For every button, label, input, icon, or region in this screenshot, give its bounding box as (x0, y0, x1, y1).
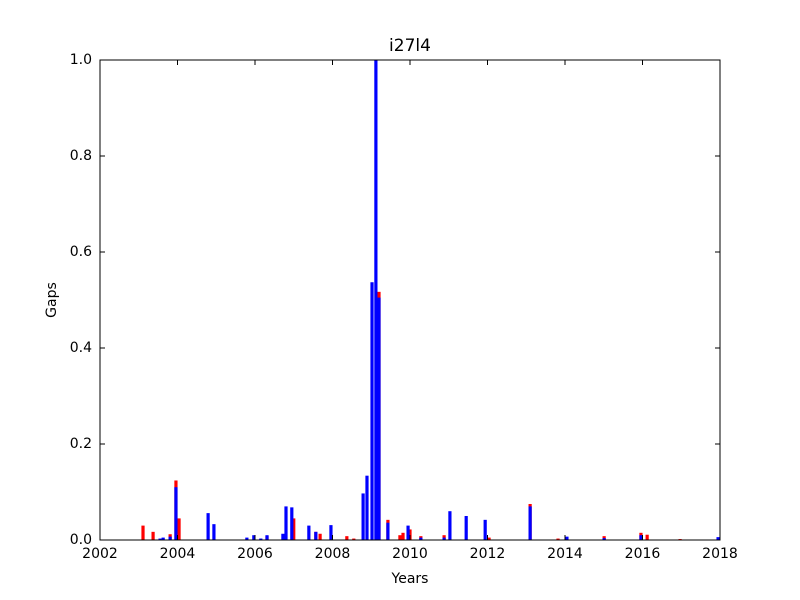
bar (345, 536, 349, 540)
bar (292, 518, 296, 540)
x-tick-label: 2018 (702, 546, 738, 562)
bar (158, 538, 162, 540)
bar (374, 60, 378, 540)
bar (141, 525, 145, 540)
bar (365, 475, 369, 540)
y-tick-label: 0.6 (70, 244, 92, 260)
bar (419, 537, 423, 540)
bar (177, 518, 181, 540)
bar (284, 506, 288, 540)
bar (174, 487, 178, 540)
y-tick-label: 1.0 (70, 52, 92, 68)
bar (716, 537, 720, 540)
bar (161, 537, 165, 540)
bar (602, 538, 606, 540)
bar (556, 538, 560, 540)
bar (259, 538, 263, 540)
bar (370, 282, 374, 540)
y-axis-label: Gaps (44, 282, 60, 318)
bar (329, 525, 333, 540)
bar (290, 507, 294, 540)
x-tick-label: 2012 (470, 546, 506, 562)
x-tick-label: 2004 (160, 546, 196, 562)
bar (281, 533, 285, 540)
x-tick-label: 2006 (237, 546, 273, 562)
bar (386, 522, 390, 540)
bar (206, 513, 210, 540)
bar (487, 537, 491, 540)
bars (141, 60, 720, 540)
plot-frame (99, 59, 721, 541)
bar (361, 493, 365, 540)
bar (408, 529, 412, 540)
bar (318, 533, 322, 540)
y-tick-label: 0.4 (70, 340, 92, 356)
x-tick-label: 2016 (625, 546, 661, 562)
x-tick-label: 2014 (547, 546, 583, 562)
bar (401, 532, 405, 540)
bar (639, 535, 643, 540)
bar (168, 536, 172, 540)
chart-title: i27l4 (389, 36, 431, 56)
y-tick-label: 0.2 (70, 436, 92, 452)
bar (398, 535, 402, 540)
bar (483, 519, 487, 540)
bar (528, 506, 532, 540)
x-tick-label: 2008 (315, 546, 351, 562)
bar (377, 297, 381, 540)
bar (602, 536, 606, 540)
x-tick-label: 2002 (82, 546, 118, 562)
bar (464, 516, 468, 540)
bar (252, 535, 256, 540)
bar (645, 534, 649, 540)
y-tick-label: 0.0 (70, 532, 92, 548)
bar (448, 511, 452, 540)
bar (565, 536, 569, 540)
bar (212, 524, 216, 540)
bar (406, 525, 410, 540)
bar (245, 537, 249, 540)
bar (442, 537, 446, 540)
bar (352, 538, 356, 540)
bar (314, 531, 318, 540)
bar (265, 535, 269, 540)
x-axis-label: Years (391, 571, 429, 587)
x-tick-label: 2010 (392, 546, 428, 562)
y-tick-label: 0.8 (70, 148, 92, 164)
bar (307, 525, 311, 540)
bar (151, 531, 155, 540)
